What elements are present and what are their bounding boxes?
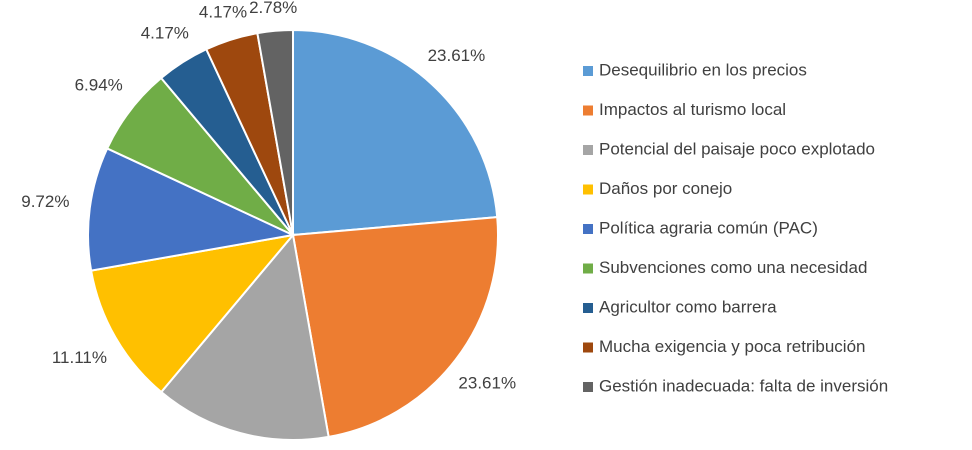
legend-swatch (583, 105, 593, 116)
data-label: 6.94% (75, 76, 123, 95)
legend-label: Impactos al turismo local (599, 100, 786, 119)
legend-swatch (583, 382, 593, 392)
pie-slice (159, 232, 330, 441)
legend-label: Agricultor como barrera (599, 297, 777, 316)
legend-label: Gestión inadecuada: falta de inversión (599, 376, 888, 395)
pie-slice (292, 28, 499, 237)
legend-swatch (583, 66, 593, 76)
pie-slice (256, 28, 294, 236)
data-label: 23.61% (428, 46, 486, 65)
legend-swatch (583, 145, 593, 155)
legend-swatch (583, 263, 593, 274)
pie-slice (87, 147, 297, 272)
data-label: 4.17% (199, 3, 247, 22)
legend-label: Daños por conejo (599, 179, 732, 198)
legend-label: Subvenciones como una necesidad (599, 258, 867, 277)
data-label: 9.72% (21, 192, 69, 211)
data-label: 13.89% (204, 448, 262, 450)
legend-swatch (583, 224, 593, 234)
data-label: 4.17% (141, 23, 189, 42)
data-label: 11.11% (52, 348, 107, 367)
data-label: 2.78% (249, 0, 297, 17)
legend-label: Política agraria común (PAC) (599, 218, 818, 237)
legend-label: Potencial del paisaje poco explotado (599, 139, 875, 158)
legend-swatch (583, 342, 593, 353)
legend-label: Mucha exigencia y poca retribución (599, 337, 865, 356)
legend-swatch (583, 303, 593, 313)
legend-label: Desequilibrio en los precios (599, 60, 807, 79)
data-label: 23.61% (458, 374, 516, 393)
legend-swatch (583, 184, 593, 195)
pie-slice (291, 216, 499, 439)
pie-slice (89, 233, 296, 394)
